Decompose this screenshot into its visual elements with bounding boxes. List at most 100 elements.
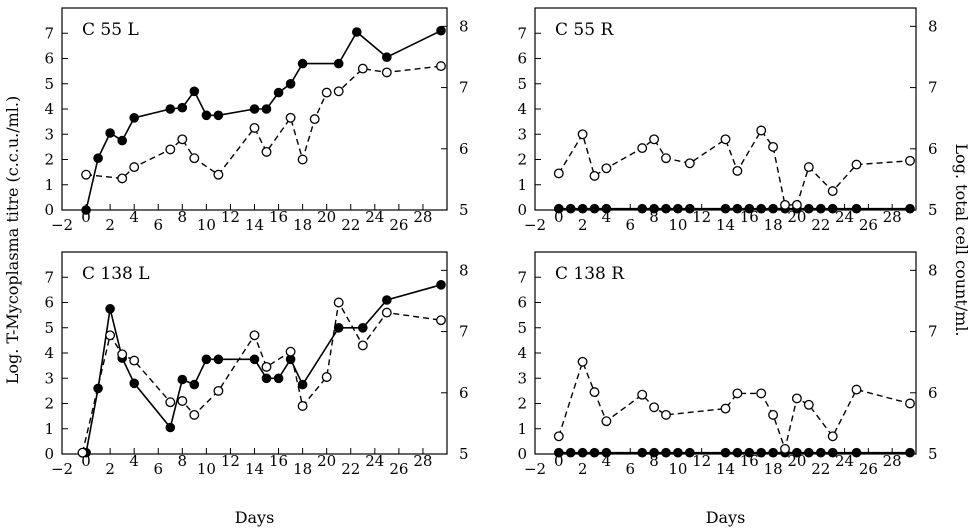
y-tick-label-left: 3 <box>44 125 54 143</box>
series-line-dashed <box>558 359 911 452</box>
data-point-open <box>684 158 695 169</box>
x-tick-label: 26 <box>389 460 408 478</box>
panel-title: C 55 L <box>82 20 139 40</box>
data-point-open <box>637 389 648 400</box>
data-point-filled <box>273 373 284 384</box>
data-point-open <box>851 384 862 395</box>
y-tick-label-left: 2 <box>44 395 54 413</box>
x-tick-label: 24 <box>835 208 854 226</box>
data-point-filled <box>249 354 260 365</box>
x-tick-label: 22 <box>341 460 360 478</box>
x-tick-label: 10 <box>197 460 216 478</box>
data-point-filled <box>732 203 743 214</box>
x-tick-label: 4 <box>602 208 612 226</box>
x-tick-label: 22 <box>811 460 830 478</box>
data-point-filled <box>201 110 212 121</box>
data-point-open <box>177 134 188 145</box>
x-tick-label: 6 <box>153 216 163 234</box>
data-point-filled <box>93 383 103 394</box>
x-tick-label: 22 <box>341 216 360 234</box>
panel-4: −2 0 2 4 6 8 10 12 14 16 18 20 22 24 26 28012345675678C… <box>517 251 938 527</box>
panels-group: −2 0 2 4 6 8 10 12 14 16 18 20 22 24 26 28012345675678C… <box>44 7 938 527</box>
data-point-open <box>129 355 140 366</box>
x-tick-label: 4 <box>602 452 612 470</box>
data-point-filled <box>358 323 368 333</box>
x-tick-label: 4 <box>129 208 139 226</box>
data-point-open <box>780 199 790 210</box>
y-tick-label-right: 7 <box>459 323 469 341</box>
data-point-filled <box>273 87 284 98</box>
y-tick-label-left: 5 <box>44 319 54 337</box>
x-tick-label: −2 <box>51 216 73 234</box>
x-tick-label: 16 <box>740 452 759 470</box>
y-tick-label-right: 5 <box>928 445 938 463</box>
y-tick-label-left: 3 <box>517 369 527 387</box>
x-tick-label: 26 <box>389 216 408 234</box>
panel-title: C 138 L <box>82 264 150 284</box>
x-tick-label: 0 <box>554 208 564 226</box>
data-point-filled <box>565 447 576 458</box>
data-point-open <box>321 87 332 98</box>
data-point-open <box>756 388 767 399</box>
data-point-open <box>436 61 446 72</box>
data-point-filled <box>589 447 600 458</box>
x-axis-title: Days <box>235 508 275 527</box>
data-point-filled <box>816 203 826 214</box>
data-point-filled <box>905 447 915 458</box>
x-tick-label: 4 <box>129 452 139 470</box>
data-point-open <box>321 372 332 382</box>
data-point-open <box>213 169 224 180</box>
data-point-filled <box>661 447 671 458</box>
y-tick-label-left: 4 <box>44 100 54 118</box>
data-point-open <box>732 388 743 399</box>
data-point-filled <box>261 104 272 114</box>
data-point-open <box>827 186 838 197</box>
series-line-dashed <box>86 65 442 180</box>
data-point-open <box>661 153 671 164</box>
data-point-open <box>732 165 743 176</box>
data-point-filled <box>768 203 778 214</box>
data-point-open <box>601 416 612 427</box>
data-point-open <box>381 307 392 318</box>
data-point-open <box>333 297 344 308</box>
x-tick-label: 0 <box>81 452 91 470</box>
data-point-open <box>261 361 272 372</box>
data-point-filled <box>382 52 392 63</box>
data-point-filled <box>649 203 659 214</box>
x-tick-label: 0 <box>554 452 564 470</box>
data-point-open <box>249 330 260 341</box>
data-point-filled <box>93 153 103 163</box>
panel-1: −2 0 2 4 6 8 10 12 14 16 18 20 22 24 26 28012345675678C… <box>44 7 469 234</box>
data-point-open <box>81 169 92 180</box>
data-point-filled <box>213 354 224 365</box>
data-point-filled <box>744 447 755 458</box>
data-point-filled <box>827 447 838 458</box>
data-point-filled <box>189 86 200 97</box>
x-tick-label: 20 <box>787 452 806 470</box>
y-tick-label-right: 7 <box>459 79 469 97</box>
x-tick-label: −2 <box>524 460 546 478</box>
x-tick-label: 18 <box>764 216 783 234</box>
data-point-filled <box>297 58 308 69</box>
data-point-filled <box>261 373 272 384</box>
x-tick-label: 12 <box>692 452 711 470</box>
data-point-filled <box>352 27 362 37</box>
panel-title: C 55 R <box>555 20 614 40</box>
data-point-filled <box>249 104 260 114</box>
data-point-open <box>436 315 446 326</box>
data-point-open <box>553 431 564 442</box>
y-tick-label-right: 8 <box>928 261 938 279</box>
series-line-dashed <box>81 300 442 453</box>
data-point-filled <box>436 25 446 36</box>
y-tick-label-left: 6 <box>517 294 527 312</box>
left-y-axis-title: Log. T-Mycoplasma titre (c.c.u./ml.) <box>3 96 22 385</box>
y-tick-label-right: 5 <box>928 201 938 219</box>
data-point-filled <box>756 447 767 458</box>
x-tick-label: 6 <box>153 460 163 478</box>
x-tick-label: 2 <box>105 216 115 234</box>
y-tick-label-left: 7 <box>517 24 527 42</box>
data-point-open <box>601 163 612 174</box>
y-tick-label-left: 2 <box>44 151 54 169</box>
x-tick-label: 18 <box>293 460 312 478</box>
data-point-filled <box>905 203 915 214</box>
